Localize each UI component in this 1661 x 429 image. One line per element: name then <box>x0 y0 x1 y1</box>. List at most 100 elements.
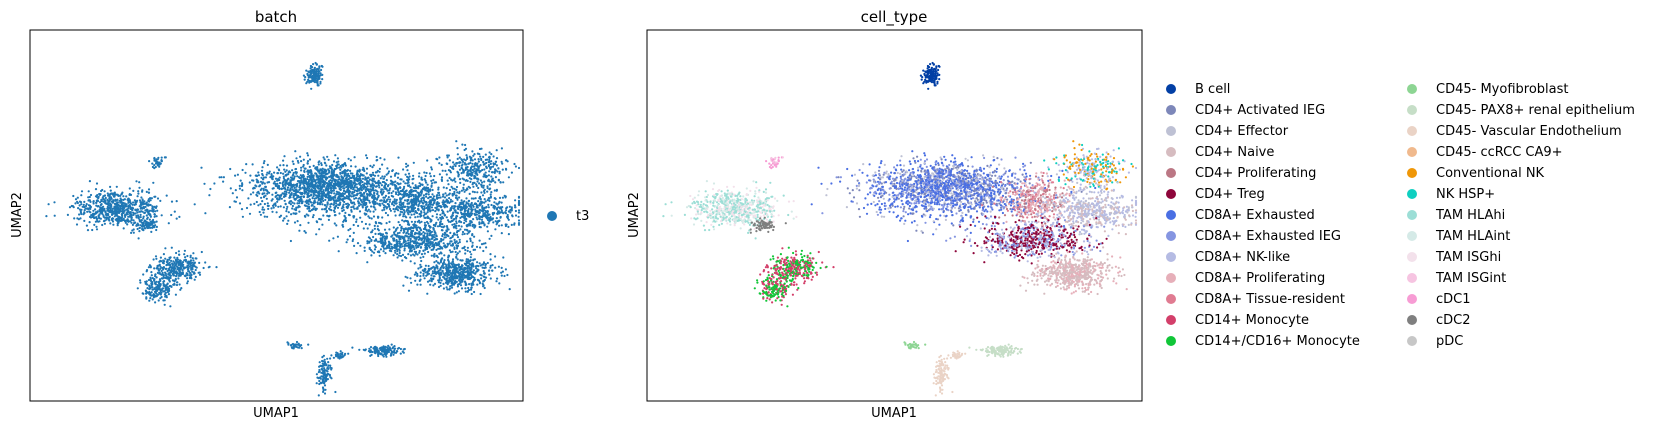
scatter-point-batch-3090 <box>473 226 476 229</box>
scatter-point-batch-1913 <box>406 202 409 205</box>
scatter-point-batch-4758 <box>122 195 125 198</box>
scatter-point-batch-3715 <box>459 259 462 262</box>
scatter-point-batch-1295 <box>333 210 336 214</box>
scatter-point-batch-1985 <box>408 178 411 181</box>
scatter-point-batch-906 <box>347 187 350 190</box>
scatter-point-batch-1661 <box>311 183 315 187</box>
scatter-point-batch-3471 <box>438 247 441 250</box>
scatter-point-batch-1784 <box>281 182 284 185</box>
scatter-point-batch-2145 <box>391 203 394 206</box>
scatter-point-batch-2873 <box>460 215 463 218</box>
scatter-point-batch-3383 <box>428 246 431 249</box>
scatter-point-batch-1427 <box>262 189 265 192</box>
scatter-point-batch-2425 <box>462 178 466 181</box>
scatter-point-batch-967 <box>284 184 287 187</box>
scatter-point-batch-4032 <box>460 276 463 279</box>
scatter-point-batch-3400 <box>450 236 453 239</box>
scatter-point-batch-2940 <box>441 223 444 226</box>
scatter-point-batch-1783 <box>323 180 326 183</box>
scatter-point-batch-1789 <box>322 175 326 178</box>
scatter-point-batch-430 <box>284 170 287 173</box>
scatter-point-batch-4123 <box>422 272 425 275</box>
scatter-point-batch-4088 <box>447 268 450 271</box>
scatter-point-batch-4858 <box>153 226 156 229</box>
scatter-point-batch-4297 <box>72 194 75 198</box>
scatter-point-batch-3778 <box>429 283 432 286</box>
scatter-point-batch-1392 <box>372 173 375 177</box>
scatter-point-batch-4685 <box>120 213 124 217</box>
scatter-point-batch-1309 <box>338 166 341 169</box>
scatter-point-batch-4351 <box>155 215 158 218</box>
scatter-point-batch-4743 <box>122 207 125 210</box>
scatter-point-batch-928 <box>331 163 334 167</box>
scatter-point-batch-3538 <box>455 240 458 243</box>
scatter-point-batch-1807 <box>396 188 399 191</box>
scatter-point-batch-3640 <box>486 261 489 265</box>
scatter-point-batch-771 <box>379 157 382 160</box>
scatter-point-batch-2160 <box>510 171 513 174</box>
scatter-point-batch-1740 <box>307 181 310 184</box>
scatter-point-batch-2855 <box>501 211 504 214</box>
scatter-point-batch-3430 <box>368 223 371 226</box>
scatter-point-batch-1712 <box>289 179 292 182</box>
scatter-point-batch-244 <box>300 160 303 163</box>
scatter-point-batch-3832 <box>407 289 411 292</box>
scatter-point-batch-2664 <box>449 198 452 201</box>
scatter-point-batch-1345 <box>347 197 350 200</box>
scatter-point-batch-2325 <box>470 166 473 169</box>
scatter-point-batch-3328 <box>409 243 412 246</box>
scatter-point-batch-525 <box>345 202 348 206</box>
scatter-point-batch-4262 <box>178 215 181 218</box>
scatter-point-batch-1920 <box>381 216 384 219</box>
scatter-point-batch-2323 <box>483 180 486 183</box>
scatter-point-batch-2601 <box>510 214 514 217</box>
scatter-point-batch-4274 <box>97 197 100 200</box>
scatter-point-batch-2100 <box>405 216 408 219</box>
scatter-point-batch-4132 <box>145 190 148 193</box>
scatter-point-batch-1694 <box>308 178 311 181</box>
scatter-point-batch-1448 <box>385 173 388 176</box>
scatter-point-batch-2374 <box>447 154 450 157</box>
scatter-point-batch-4033 <box>432 265 435 268</box>
scatter-point-batch-4104 <box>454 282 457 285</box>
scatter-point-batch-1421 <box>363 191 366 194</box>
scatter-point-batch-1298 <box>293 208 296 211</box>
scatter-point-batch-985 <box>381 188 384 191</box>
scatter-point-batch-3200 <box>364 222 367 226</box>
scatter-point-batch-584 <box>349 169 352 172</box>
scatter-point-batch-3470 <box>455 247 459 250</box>
scatter-point-batch-3319 <box>471 233 474 236</box>
scatter-point-batch-1171 <box>380 199 383 202</box>
scatter-point-batch-1701 <box>293 192 296 195</box>
scatter-point-batch-2202 <box>495 164 498 167</box>
scatter-point-batch-3303 <box>351 239 354 243</box>
scatter-point-batch-1664 <box>266 163 269 166</box>
scatter-point-batch-277 <box>193 203 196 206</box>
scatter-point-batch-3458 <box>332 237 335 240</box>
scatter-point-batch-199 <box>433 174 436 178</box>
scatter-point-batch-1571 <box>349 179 352 182</box>
scatter-point-batch-859 <box>405 165 408 168</box>
scatter-point-batch-4774 <box>114 212 117 215</box>
scatter-point-batch-269 <box>267 207 270 210</box>
scatter-point-batch-2754 <box>449 220 452 223</box>
scatter-point-batch-2563 <box>490 191 493 194</box>
scatter-point-batch-492 <box>399 178 402 181</box>
scatter-point-batch-4309 <box>78 204 81 207</box>
scatter-point-batch-2103 <box>442 193 445 196</box>
scatter-point-batch-1649 <box>324 189 327 192</box>
scatter-point-batch-4995 <box>186 282 189 285</box>
scatter-point-batch-3198 <box>382 250 385 253</box>
scatter-point-batch-944 <box>307 221 310 224</box>
scatter-point-batch-2874 <box>458 190 461 193</box>
scatter-point-batch-1260 <box>256 194 259 197</box>
scatter-point-batch-1974 <box>388 200 391 203</box>
scatter-point-batch-4010 <box>475 270 478 273</box>
scatter-point-batch-823 <box>208 194 211 197</box>
scatter-point-batch-4767 <box>129 215 132 218</box>
scatter-point-batch-2774 <box>457 224 461 227</box>
scatter-point-batch-4986 <box>183 249 186 252</box>
scatter-point-batch-1605 <box>320 162 323 165</box>
scatter-point-batch-2212 <box>492 155 495 158</box>
scatter-point-batch-4249 <box>132 211 135 214</box>
